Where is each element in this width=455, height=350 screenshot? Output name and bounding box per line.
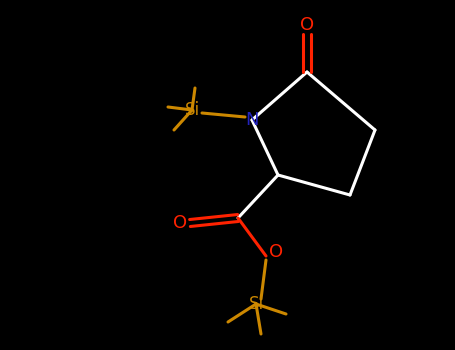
Text: O: O — [173, 214, 187, 232]
Text: Si: Si — [184, 101, 200, 119]
Text: N: N — [245, 111, 259, 129]
Text: O: O — [269, 243, 283, 261]
Text: Si: Si — [248, 295, 263, 313]
Text: O: O — [300, 16, 314, 34]
